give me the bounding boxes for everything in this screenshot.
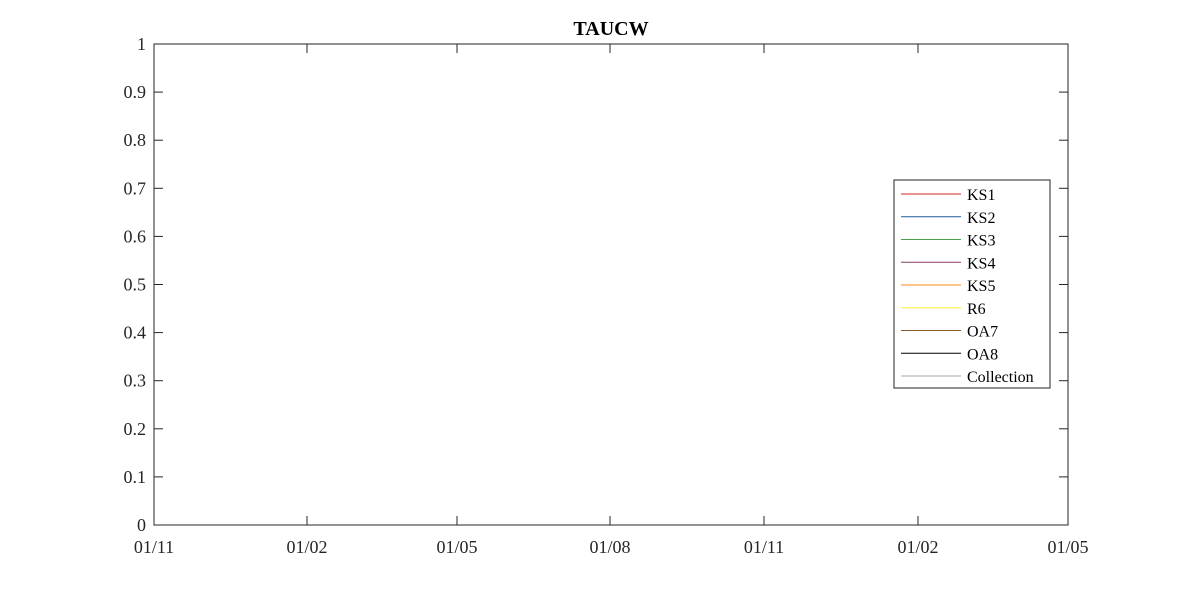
y-axis: 0 0.1 0.2 0.3 0.4 0.5 0.6 0.7 0.8 0.9 1 — [124, 34, 1068, 535]
x-axis: 01/11 01/02 01/05 01/08 01/11 01/02 01/05 — [134, 44, 1089, 557]
y-tick-label: 0.3 — [124, 371, 147, 391]
legend-label: KS3 — [967, 233, 995, 250]
y-tick-label: 0.6 — [124, 226, 147, 246]
y-tick-label: 0.4 — [124, 323, 147, 343]
y-tick-label: 0.2 — [124, 419, 147, 439]
chart-title: TAUCW — [573, 18, 648, 40]
x-tick-label: 01/11 — [744, 537, 784, 557]
legend-label: KS1 — [967, 187, 995, 204]
x-tick-label: 01/02 — [286, 537, 327, 557]
x-tick-label: 01/11 — [134, 537, 174, 557]
x-tick-label: 01/05 — [436, 537, 477, 557]
legend: KS1 KS2 KS3 KS4 KS5 R6 OA7 OA8 Collection — [893, 179, 1051, 389]
x-tick-label: 01/02 — [897, 537, 938, 557]
y-tick-label: 0 — [137, 515, 146, 535]
y-tick-label: 0.1 — [124, 467, 147, 487]
y-tick-label: 1 — [137, 34, 146, 54]
x-tick-label: 01/05 — [1047, 537, 1088, 557]
legend-label: Collection — [967, 369, 1034, 386]
y-tick-label: 0.7 — [124, 178, 147, 198]
y-tick-label: 0.9 — [124, 82, 147, 102]
legend-label: KS5 — [967, 278, 995, 295]
y-tick-label: 0.8 — [124, 130, 147, 150]
legend-items: KS1 KS2 KS3 KS4 KS5 R6 OA7 OA8 Collection — [901, 187, 1034, 386]
legend-label: KS4 — [967, 255, 995, 272]
legend-label: KS2 — [967, 210, 995, 227]
y-tick-label: 0.5 — [124, 275, 147, 295]
legend-label: OA7 — [967, 324, 998, 341]
legend-label: OA8 — [967, 346, 998, 363]
x-tick-label: 01/08 — [589, 537, 630, 557]
legend-label: R6 — [967, 301, 986, 318]
